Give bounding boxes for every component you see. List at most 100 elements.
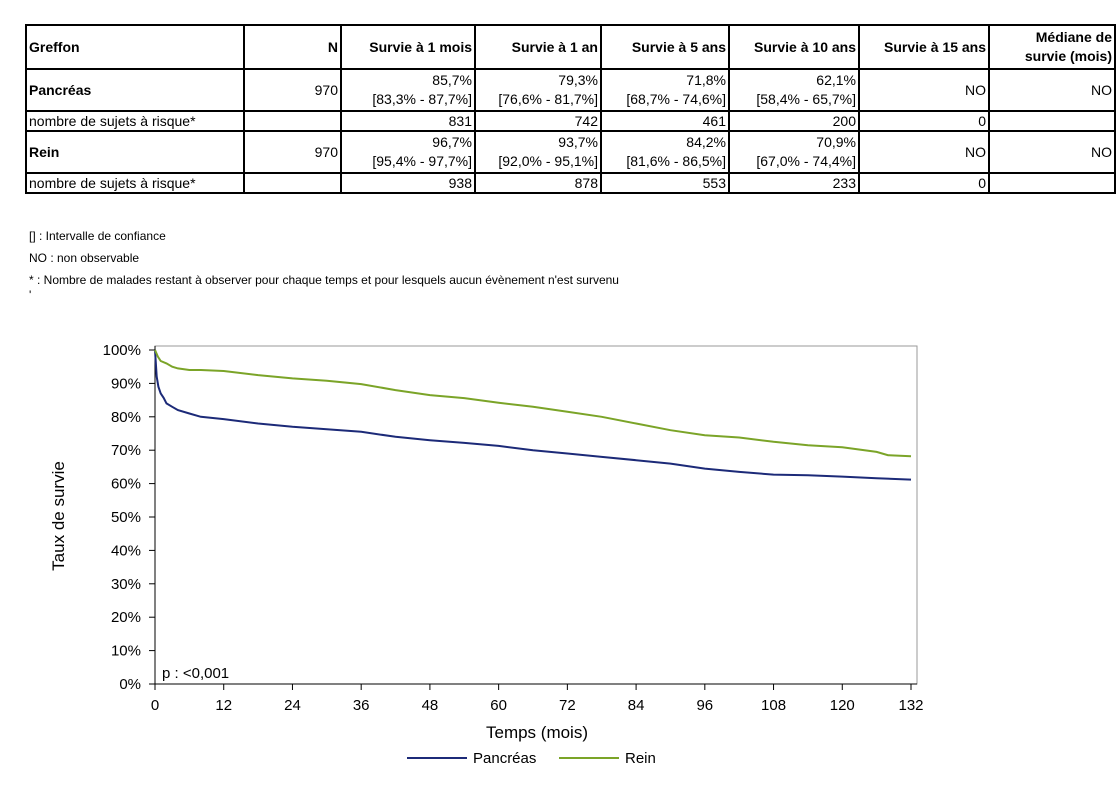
risk-value: 0 bbox=[858, 172, 990, 194]
table-row: Pancréas 970 85,7% [83,3% - 87,7%] 79,3% [… bbox=[25, 68, 1116, 112]
x-axis-ticks: 0 12 24 36 48 60 72 84 96 108 120 132 bbox=[151, 684, 924, 714]
x-tick-label: 96 bbox=[696, 697, 713, 714]
header-5-ans: Survie à 5 ans bbox=[600, 24, 730, 70]
p-value-annotation: p : <0,001 bbox=[162, 665, 229, 682]
plot-frame bbox=[154, 345, 918, 685]
y-tick-label: 100% bbox=[103, 342, 141, 359]
table-row-risk: nombre de sujets à risque* 831 742 461 2… bbox=[25, 110, 1116, 132]
row-n: 970 bbox=[243, 68, 342, 112]
confidence-interval: [95,4% - 97,7%] bbox=[372, 153, 472, 169]
header-15-ans: Survie à 15 ans bbox=[858, 24, 990, 70]
legend-label: Pancréas bbox=[473, 750, 536, 767]
x-tick-label: 36 bbox=[353, 697, 370, 714]
y-tick-label: 90% bbox=[111, 375, 141, 392]
row-n: 970 bbox=[243, 130, 342, 174]
x-tick-label: 48 bbox=[422, 697, 439, 714]
x-tick-label: 24 bbox=[284, 697, 301, 714]
risk-value: 553 bbox=[600, 172, 730, 194]
y-axis-label: Taux de survie bbox=[49, 461, 68, 571]
x-tick-label: 12 bbox=[215, 697, 232, 714]
risk-value: 461 bbox=[600, 110, 730, 132]
x-tick-label: 132 bbox=[898, 697, 923, 714]
series-line-rein bbox=[154, 349, 912, 458]
x-tick-label: 72 bbox=[559, 697, 576, 714]
cell-1-an: 93,7% [92,0% - 95,1%] bbox=[474, 130, 602, 174]
cell-1-an: 79,3% [76,6% - 81,7%] bbox=[474, 68, 602, 112]
header-greffon: Greffon bbox=[25, 24, 245, 70]
confidence-interval: [92,0% - 95,1%] bbox=[498, 153, 598, 169]
rate: 79,3% bbox=[558, 72, 598, 88]
survival-chart: 0% 10% 20% 30% 40% 50% 60% 70% 80% 90% 100% 0 12 24 3… bbox=[49, 342, 924, 767]
risk-value: 878 bbox=[474, 172, 602, 194]
y-tick-label: 30% bbox=[111, 576, 141, 593]
cell-1-mois: 96,7% [95,4% - 97,7%] bbox=[340, 130, 476, 174]
survival-table: Greffon N Survie à 1 mois Survie à 1 an … bbox=[25, 24, 1116, 194]
series-lines bbox=[154, 349, 912, 481]
y-axis-ticks: 0% 10% 20% 30% 40% 50% 60% 70% 80% 90% 100% bbox=[103, 342, 155, 693]
confidence-interval: [58,4% - 65,7%] bbox=[756, 91, 856, 107]
risk-label: nombre de sujets à risque* bbox=[25, 110, 245, 132]
y-tick-label: 40% bbox=[111, 542, 141, 559]
note-apostrophe: ' bbox=[29, 288, 32, 302]
risk-empty bbox=[988, 110, 1116, 132]
confidence-interval: [83,3% - 87,7%] bbox=[372, 91, 472, 107]
y-tick-label: 60% bbox=[111, 476, 141, 493]
risk-value: 742 bbox=[474, 110, 602, 132]
risk-value: 233 bbox=[728, 172, 860, 194]
header-mediane: Médiane de survie (mois) bbox=[988, 24, 1116, 70]
note-risk: * : Nombre de malades restant à observer… bbox=[29, 273, 619, 287]
series-line-pancr-as bbox=[154, 349, 912, 481]
x-tick-label: 108 bbox=[761, 697, 786, 714]
row-name: Pancréas bbox=[25, 68, 245, 112]
header-1-mois: Survie à 1 mois bbox=[340, 24, 476, 70]
cell-mediane: NO bbox=[988, 130, 1116, 174]
confidence-interval: [76,6% - 81,7%] bbox=[498, 91, 598, 107]
cell-5-ans: 84,2% [81,6% - 86,5%] bbox=[600, 130, 730, 174]
rate: 70,9% bbox=[816, 134, 856, 150]
x-tick-label: 0 bbox=[151, 697, 159, 714]
rate: 96,7% bbox=[432, 134, 472, 150]
risk-value: 831 bbox=[340, 110, 476, 132]
x-tick-label: 60 bbox=[490, 697, 507, 714]
x-tick-label: 120 bbox=[830, 697, 855, 714]
x-tick-label: 84 bbox=[628, 697, 645, 714]
note-no: NO : non observable bbox=[29, 251, 140, 265]
y-tick-label: 70% bbox=[111, 442, 141, 459]
legend-label: Rein bbox=[625, 750, 656, 767]
table-row-risk: nombre de sujets à risque* 938 878 553 2… bbox=[25, 172, 1116, 194]
table-row: Rein 970 96,7% [95,4% - 97,7%] 93,7% [92,0… bbox=[25, 130, 1116, 174]
table-header-row: Greffon N Survie à 1 mois Survie à 1 an … bbox=[25, 24, 1116, 70]
cell-1-mois: 85,7% [83,3% - 87,7%] bbox=[340, 68, 476, 112]
cell-10-ans: 70,9% [67,0% - 74,4%] bbox=[728, 130, 860, 174]
y-tick-label: 20% bbox=[111, 609, 141, 626]
note-ci: [] : Intervalle de confiance bbox=[29, 229, 166, 243]
header-n: N bbox=[243, 24, 342, 70]
risk-empty bbox=[243, 172, 342, 194]
header-10-ans: Survie à 10 ans bbox=[728, 24, 860, 70]
rate: 84,2% bbox=[686, 134, 726, 150]
risk-empty bbox=[243, 110, 342, 132]
confidence-interval: [81,6% - 86,5%] bbox=[626, 153, 726, 169]
rate: 93,7% bbox=[558, 134, 598, 150]
y-tick-label: 50% bbox=[111, 509, 141, 526]
risk-value: 0 bbox=[858, 110, 990, 132]
rate: 71,8% bbox=[686, 72, 726, 88]
risk-value: 938 bbox=[340, 172, 476, 194]
risk-label: nombre de sujets à risque* bbox=[25, 172, 245, 194]
confidence-interval: [67,0% - 74,4%] bbox=[756, 153, 856, 169]
rate: 85,7% bbox=[432, 72, 472, 88]
header-1-an: Survie à 1 an bbox=[474, 24, 602, 70]
y-tick-label: 80% bbox=[111, 409, 141, 426]
cell-15-ans: NO bbox=[858, 130, 990, 174]
rate: 62,1% bbox=[816, 72, 856, 88]
risk-empty bbox=[988, 172, 1116, 194]
cell-10-ans: 62,1% [58,4% - 65,7%] bbox=[728, 68, 860, 112]
x-axis-label: Temps (mois) bbox=[486, 723, 588, 742]
confidence-interval: [68,7% - 74,6%] bbox=[626, 91, 726, 107]
legend: Pancréas Rein bbox=[407, 750, 656, 767]
y-tick-label: 0% bbox=[119, 676, 141, 693]
cell-15-ans: NO bbox=[858, 68, 990, 112]
y-tick-label: 10% bbox=[111, 643, 141, 660]
cell-5-ans: 71,8% [68,7% - 74,6%] bbox=[600, 68, 730, 112]
row-name: Rein bbox=[25, 130, 245, 174]
